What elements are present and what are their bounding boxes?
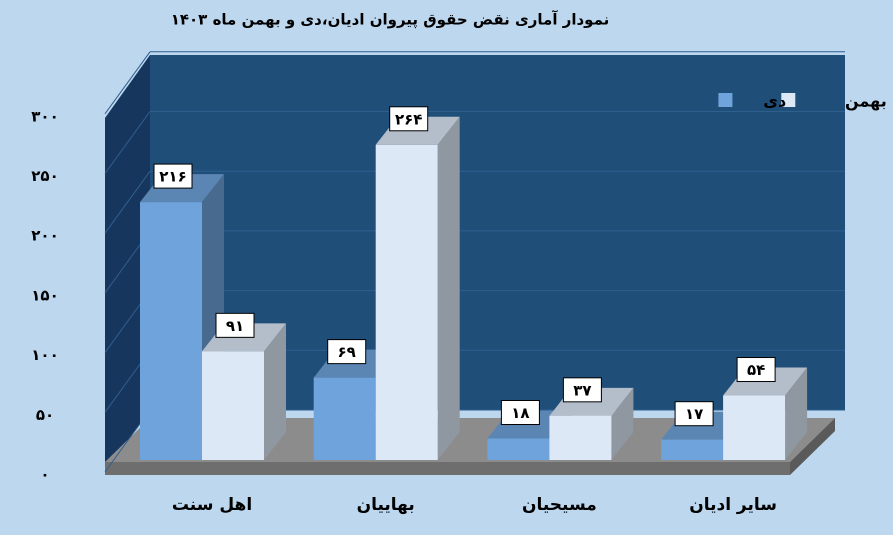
bar (375, 144, 438, 460)
grid-line (104, 51, 151, 115)
bar-side (611, 387, 634, 460)
value-label: ۳۷ (573, 381, 591, 399)
y-tick-label: ۰ (40, 466, 49, 484)
value-label-box (215, 312, 255, 338)
bar (487, 438, 550, 460)
bar (549, 415, 612, 460)
x-tick-label: اهل سنت (172, 495, 252, 515)
y-tick-label: ۳۰۰ (31, 107, 58, 125)
value-label-box (736, 357, 776, 383)
x-tick-label: مسیحیان (522, 495, 597, 515)
value-label: ۵۴ (747, 361, 765, 379)
y-tick-label: ۱۵۰ (31, 286, 58, 304)
legend-label: بهمن (845, 92, 887, 111)
value-label-box (153, 163, 193, 189)
value-label-box (389, 106, 429, 132)
back-wall (150, 55, 845, 410)
floor (105, 418, 835, 462)
value-label-box (327, 339, 367, 365)
legend-label: دی (763, 92, 786, 111)
value-label: ۱۷ (685, 405, 703, 423)
side-wall (105, 55, 150, 472)
value-label: ۶۹ (338, 343, 356, 361)
y-tick-label: ۲۰۰ (31, 227, 58, 245)
value-label: ۱۸ (511, 404, 529, 422)
floor-edge (105, 462, 790, 475)
chart-title: نمودار آماری نقض حقوق پیروان ادیان،دی و … (171, 11, 610, 30)
legend-swatch (781, 93, 796, 107)
value-label-box (500, 400, 540, 426)
bar (661, 439, 724, 460)
bar-side (785, 367, 808, 460)
bar (202, 351, 264, 460)
value-label: ۲۶۴ (395, 110, 422, 128)
value-label: ۹۱ (226, 317, 244, 335)
y-tick-label: ۵۰ (36, 406, 54, 424)
grid-line (104, 111, 151, 174)
x-tick-label: بهاییان (357, 495, 415, 515)
y-tick-label: ۱۰۰ (31, 346, 58, 364)
bar (723, 395, 786, 460)
bar-side (437, 116, 460, 460)
bar (313, 377, 376, 460)
legend-swatch (718, 93, 733, 107)
bar-side (264, 323, 286, 460)
value-label-box (674, 401, 714, 427)
bar (140, 202, 202, 460)
x-tick-label: سایر ادیان (689, 495, 777, 515)
value-label: ۲۱۶ (159, 168, 186, 186)
floor-side (790, 418, 835, 475)
value-label-box (562, 377, 602, 403)
y-tick-label: ۲۵۰ (31, 167, 58, 185)
grid-line (104, 170, 151, 234)
